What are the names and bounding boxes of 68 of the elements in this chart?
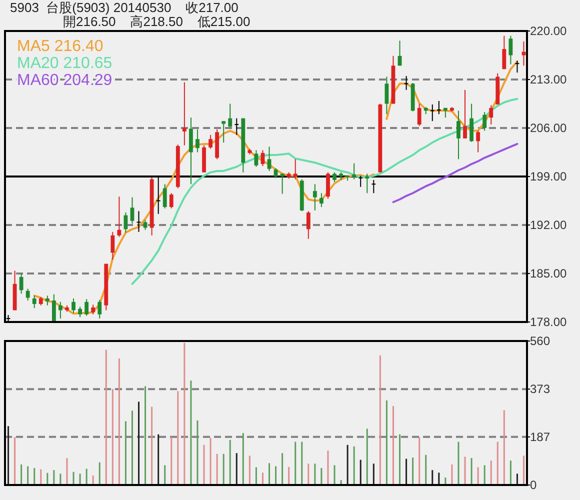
candlestick [91, 304, 96, 315]
y-tick-label: 220.00 [530, 24, 568, 38]
candlestick [19, 273, 24, 294]
candlestick [254, 150, 258, 168]
candlestick [182, 82, 186, 146]
candlestick [463, 89, 467, 139]
candlestick [169, 192, 174, 209]
candlestick [208, 134, 212, 150]
candlestick [320, 192, 324, 208]
candlestick [110, 231, 115, 260]
candlestick [26, 288, 30, 302]
candlestick [293, 158, 298, 180]
y-tick-label: 185.00 [530, 266, 568, 280]
candlestick [280, 173, 284, 194]
candlestick [470, 103, 474, 142]
candlestick [436, 100, 441, 115]
y-tick-label: 192.00 [530, 218, 568, 232]
candlestick [358, 175, 363, 188]
candlestick [72, 298, 76, 314]
y-tick-label: 187 [530, 430, 550, 444]
candlestick [143, 220, 148, 230]
y-tick-label: 0 [530, 478, 537, 492]
candlestick [45, 295, 50, 306]
text: MA20 210.65 [17, 55, 112, 72]
candlestick [332, 172, 336, 183]
y-tick-label: 199.00 [530, 170, 568, 184]
candlestick [482, 112, 487, 132]
candlestick [196, 128, 200, 153]
candlestick [117, 196, 122, 238]
candlestick [162, 184, 167, 209]
y-tick-label: 373 [530, 382, 550, 396]
candlestick [58, 301, 62, 320]
candlestick [234, 118, 239, 136]
candlestick [326, 172, 330, 200]
y-tick-label: 560 [530, 334, 550, 348]
text: MA5 216.40 [17, 38, 104, 55]
candlestick [52, 294, 56, 322]
chart-subtitle: 開216.50 高218.50 低215.00 [63, 14, 250, 29]
candlestick [32, 295, 36, 309]
candlestick [222, 120, 226, 144]
line-series [131, 98, 518, 285]
candlestick [267, 146, 272, 172]
candlestick [312, 184, 317, 211]
candlestick [78, 306, 82, 318]
candlestick [476, 130, 480, 153]
candlestick [489, 104, 494, 126]
candlestick [456, 110, 460, 160]
candlestick [522, 40, 526, 66]
chart-title: 5903 台股(5903) 20140530 收217.00 [10, 0, 238, 15]
candlestick [274, 168, 278, 178]
candlestick [417, 103, 422, 126]
line-series [392, 142, 518, 204]
candlestick [98, 299, 102, 320]
candlestick [384, 76, 389, 115]
candlestick [372, 179, 376, 194]
candlestick [189, 117, 193, 185]
candlestick [306, 210, 310, 240]
candlestick [84, 298, 89, 316]
candlestick [508, 35, 513, 65]
y-tick-label: 206.00 [530, 121, 568, 135]
candlestick [352, 162, 356, 180]
candlestick [430, 104, 434, 122]
candlestick [228, 103, 232, 128]
candlestick [365, 173, 370, 194]
y-tick-label: 178.00 [530, 315, 568, 329]
candlestick [130, 196, 134, 224]
y-tick-label: 213.00 [530, 72, 568, 86]
candlestick [502, 35, 506, 70]
